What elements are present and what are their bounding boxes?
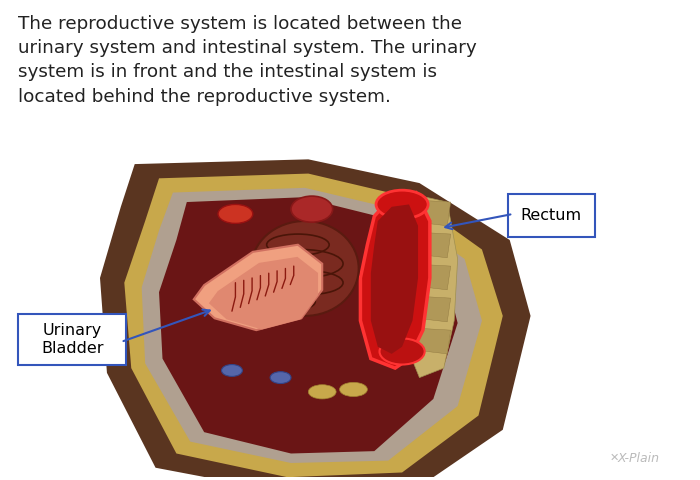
Ellipse shape: [270, 372, 291, 384]
Text: Urinary
Bladder: Urinary Bladder: [41, 323, 104, 357]
Polygon shape: [100, 159, 531, 480]
Polygon shape: [407, 296, 451, 322]
Polygon shape: [407, 232, 451, 258]
Text: Rectum: Rectum: [521, 207, 582, 223]
Ellipse shape: [291, 196, 332, 222]
Polygon shape: [407, 264, 451, 290]
Ellipse shape: [221, 364, 242, 376]
Ellipse shape: [308, 384, 336, 399]
Text: ✕: ✕: [609, 453, 619, 463]
Polygon shape: [209, 257, 318, 329]
Ellipse shape: [251, 221, 358, 316]
Polygon shape: [407, 328, 451, 354]
Polygon shape: [141, 188, 482, 463]
Polygon shape: [371, 204, 418, 354]
Text: The reproductive system is located between the
urinary system and intestinal sys: The reproductive system is located betwe…: [18, 14, 477, 106]
Text: X-Plain: X-Plain: [617, 452, 659, 466]
Ellipse shape: [340, 383, 368, 396]
Polygon shape: [360, 192, 430, 368]
Ellipse shape: [376, 190, 428, 219]
Polygon shape: [194, 245, 322, 330]
Polygon shape: [407, 200, 451, 226]
Polygon shape: [159, 197, 458, 454]
FancyBboxPatch shape: [18, 314, 127, 365]
Polygon shape: [125, 174, 503, 477]
Ellipse shape: [379, 338, 425, 364]
Polygon shape: [402, 192, 458, 378]
Ellipse shape: [218, 204, 253, 223]
FancyBboxPatch shape: [508, 193, 595, 237]
